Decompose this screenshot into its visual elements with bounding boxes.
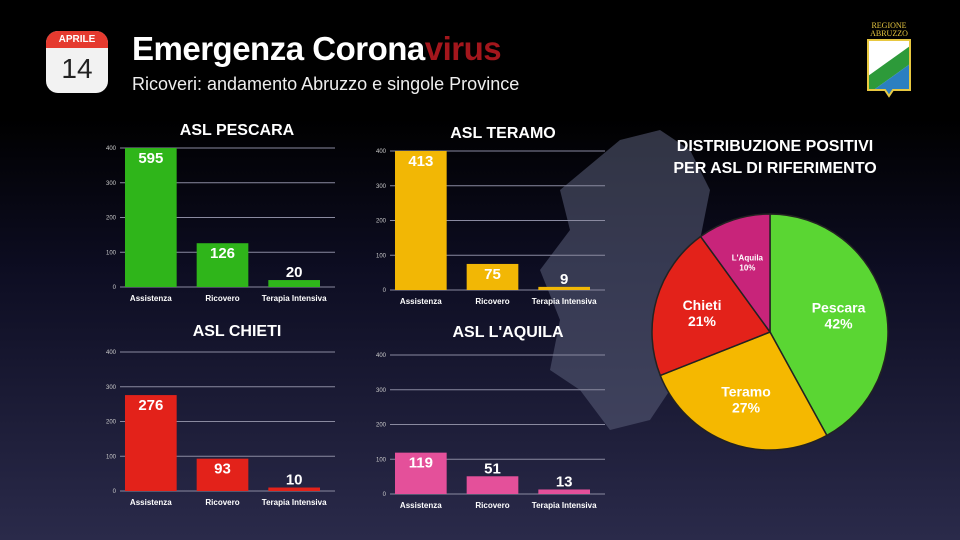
chart-title-teramo: ASL TERAMO: [450, 125, 556, 142]
x-tick-label: Terapia Intensiva: [262, 294, 327, 303]
pie-title-line1: DISTRIBUZIONE POSITIVI: [676, 138, 874, 155]
x-tick-label: Ricovero: [475, 297, 509, 306]
bar-chart-chieti: 0 100 200 300 400 276 Assistenza 93 Ricovero 10 Te…: [106, 350, 335, 507]
data-label: 75: [484, 266, 501, 283]
x-tick-label: Ricovero: [205, 498, 239, 507]
y-tick-label: 0: [113, 489, 117, 495]
pie-title-line2: PER ASL DI RIFERIMENTO: [673, 160, 877, 177]
page-subtitle: Ricoveri: andamento Abruzzo e singole Pr…: [132, 74, 520, 94]
y-tick-label: 300: [106, 181, 117, 187]
data-label: 595: [138, 150, 163, 167]
y-tick-label: 300: [376, 184, 387, 190]
x-tick-label: Assistenza: [400, 501, 442, 510]
bar: [125, 395, 177, 491]
y-tick-label: 100: [106, 250, 117, 256]
y-tick-label: 100: [376, 457, 387, 463]
x-tick-label: Ricovero: [475, 501, 509, 510]
data-label: 20: [286, 264, 303, 281]
bar: [395, 151, 447, 290]
bar: [125, 148, 177, 287]
title-main: Emergenza Corona: [132, 30, 425, 67]
bar: [268, 280, 320, 287]
data-label: 9: [560, 271, 568, 288]
y-tick-label: 400: [106, 350, 117, 356]
x-tick-label: Terapia Intensiva: [532, 297, 597, 306]
data-label: 13: [556, 473, 573, 490]
pie-slice: [659, 331, 828, 451]
bar: [466, 263, 519, 290]
bar: [466, 476, 519, 494]
x-tick-label: Ricovero: [205, 294, 239, 303]
y-tick-label: 200: [376, 219, 387, 225]
y-tick-label: 200: [106, 216, 117, 222]
pie-slice: [769, 213, 889, 437]
data-label: 126: [210, 245, 235, 262]
pie-slice: [699, 213, 771, 335]
pie-percent: 42%: [825, 315, 854, 331]
title-accent: virus: [424, 30, 502, 67]
data-label: 93: [214, 461, 231, 478]
y-tick-label: 0: [383, 288, 387, 294]
y-tick-label: 0: [113, 285, 117, 291]
bar: [538, 489, 590, 494]
calendar-icon: APRILE 14: [46, 31, 108, 93]
bar: [196, 458, 249, 491]
bar: [538, 286, 590, 290]
y-tick-label: 0: [383, 492, 387, 498]
data-label: 51: [484, 460, 501, 477]
y-tick-label: 300: [106, 385, 117, 391]
y-tick-label: 100: [106, 454, 117, 460]
bar: [395, 452, 447, 494]
pie-label: Pescara: [812, 299, 866, 315]
pie-percent: 21%: [688, 313, 717, 329]
pie-percent: 10%: [739, 263, 755, 272]
page-title: Emergenza Coronavirus: [132, 30, 502, 68]
x-tick-label: Assistenza: [400, 297, 442, 306]
regione-abruzzo-logo: REGIONE ABRUZZO: [864, 22, 914, 100]
logo-line2: ABRUZZO: [870, 29, 908, 38]
y-tick-label: 300: [376, 388, 387, 394]
logo-line1: REGIONE: [871, 21, 907, 30]
chart-title-laquila: ASL L'AQUILA: [452, 324, 564, 341]
bar: [196, 243, 249, 287]
data-label: 10: [286, 472, 303, 489]
y-tick-label: 200: [376, 423, 387, 429]
x-tick-label: Assistenza: [130, 294, 172, 303]
pie-label: Teramo: [721, 384, 771, 400]
bar-chart-pescara: 0 100 200 300 400 595 Assistenza 126 Ricovero 20 T…: [106, 146, 335, 303]
pie-percent: 27%: [732, 400, 761, 416]
calendar-day: 14: [61, 53, 93, 84]
y-tick-label: 400: [106, 146, 117, 152]
calendar-month: APRILE: [46, 31, 108, 48]
x-tick-label: Assistenza: [130, 498, 172, 507]
pie-label: L'Aquila: [732, 253, 764, 262]
chart-title-chieti: ASL CHIETI: [192, 323, 282, 340]
pie-title: DISTRIBUZIONE POSITIVI PER ASL DI RIFERIM…: [660, 136, 890, 180]
bar-chart-laquila: 0 100 200 300 400 119 Assistenza 51 Ricovero 13 Te…: [376, 353, 605, 510]
bar-chart-teramo: 0 100 200 300 400 413 Assistenza 75 Ricovero 9 Ter…: [376, 149, 605, 306]
data-label: 276: [138, 397, 163, 414]
bar: [268, 487, 320, 491]
y-tick-label: 400: [376, 353, 387, 359]
y-tick-label: 200: [106, 420, 117, 426]
pie-label: Chieti: [683, 297, 722, 313]
data-label: 413: [408, 153, 433, 170]
chart-title-pescara: ASL PESCARA: [179, 122, 295, 139]
y-tick-label: 400: [376, 149, 387, 155]
x-tick-label: Terapia Intensiva: [262, 498, 327, 507]
data-label: 119: [409, 455, 433, 472]
coat-of-arms-icon: [867, 39, 911, 98]
x-tick-label: Terapia Intensiva: [532, 501, 597, 510]
pie-slice: [651, 235, 772, 377]
y-tick-label: 100: [376, 253, 387, 259]
